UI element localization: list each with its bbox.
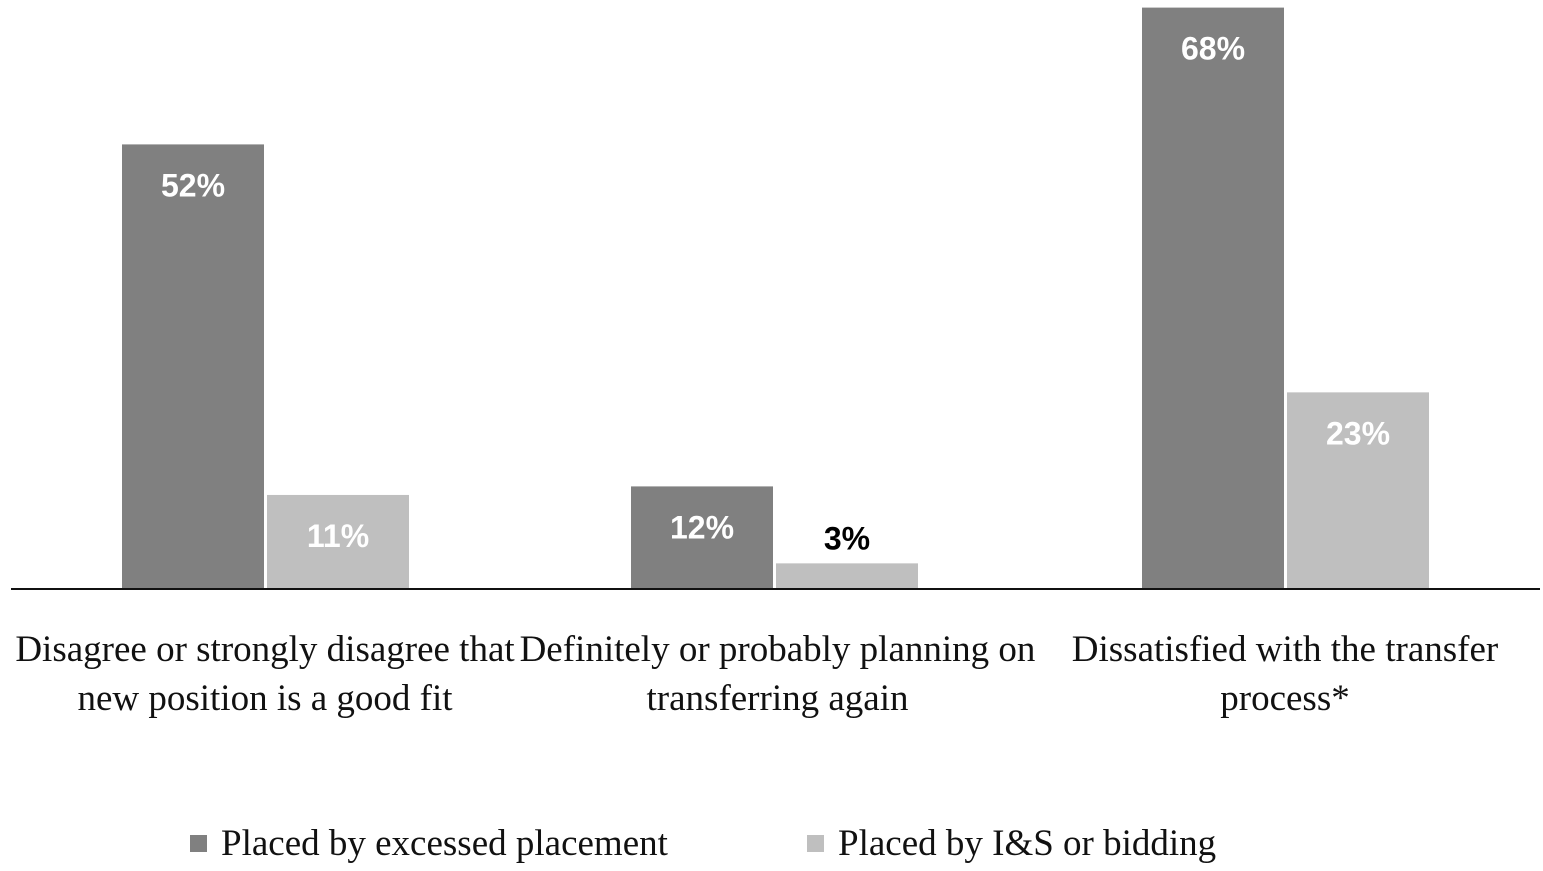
legend-swatch-is-bidding [807,835,824,852]
data-label-series2-cat1: 11% [307,518,369,554]
legend: Placed by excessed placement Placed by I… [0,822,1543,868]
bar-series2-cat2 [776,563,918,589]
bar-series2-cat3 [1287,392,1429,589]
category-label-dissatisfied: Dissatisfied with the transfer process* [1071,629,1499,719]
data-label-series1-cat1: 52% [161,167,225,203]
legend-item-is-bidding: Placed by I&S or bidding [807,822,1216,865]
data-label-series2-cat2: 3% [824,520,870,556]
legend-label-excessed: Placed by excessed placement [221,823,668,864]
category-label-transferring-again: Definitely or probably planning on trans… [519,629,1036,719]
bar-series1-cat2 [631,486,773,589]
data-label-series2-cat3: 23% [1326,415,1390,451]
legend-item-excessed: Placed by excessed placement [190,822,668,865]
bar-series2-cat1 [267,494,409,589]
bar-series1-cat1 [122,144,264,589]
category-label-good-fit: Disagree or strongly disagree that new p… [15,629,515,719]
legend-label-is-bidding: Placed by I&S or bidding [838,823,1217,864]
data-label-series1-cat2: 12% [670,509,734,545]
legend-swatch-excessed [190,835,207,852]
bar-series1-cat3 [1142,7,1284,590]
data-label-series1-cat3: 68% [1181,31,1245,67]
